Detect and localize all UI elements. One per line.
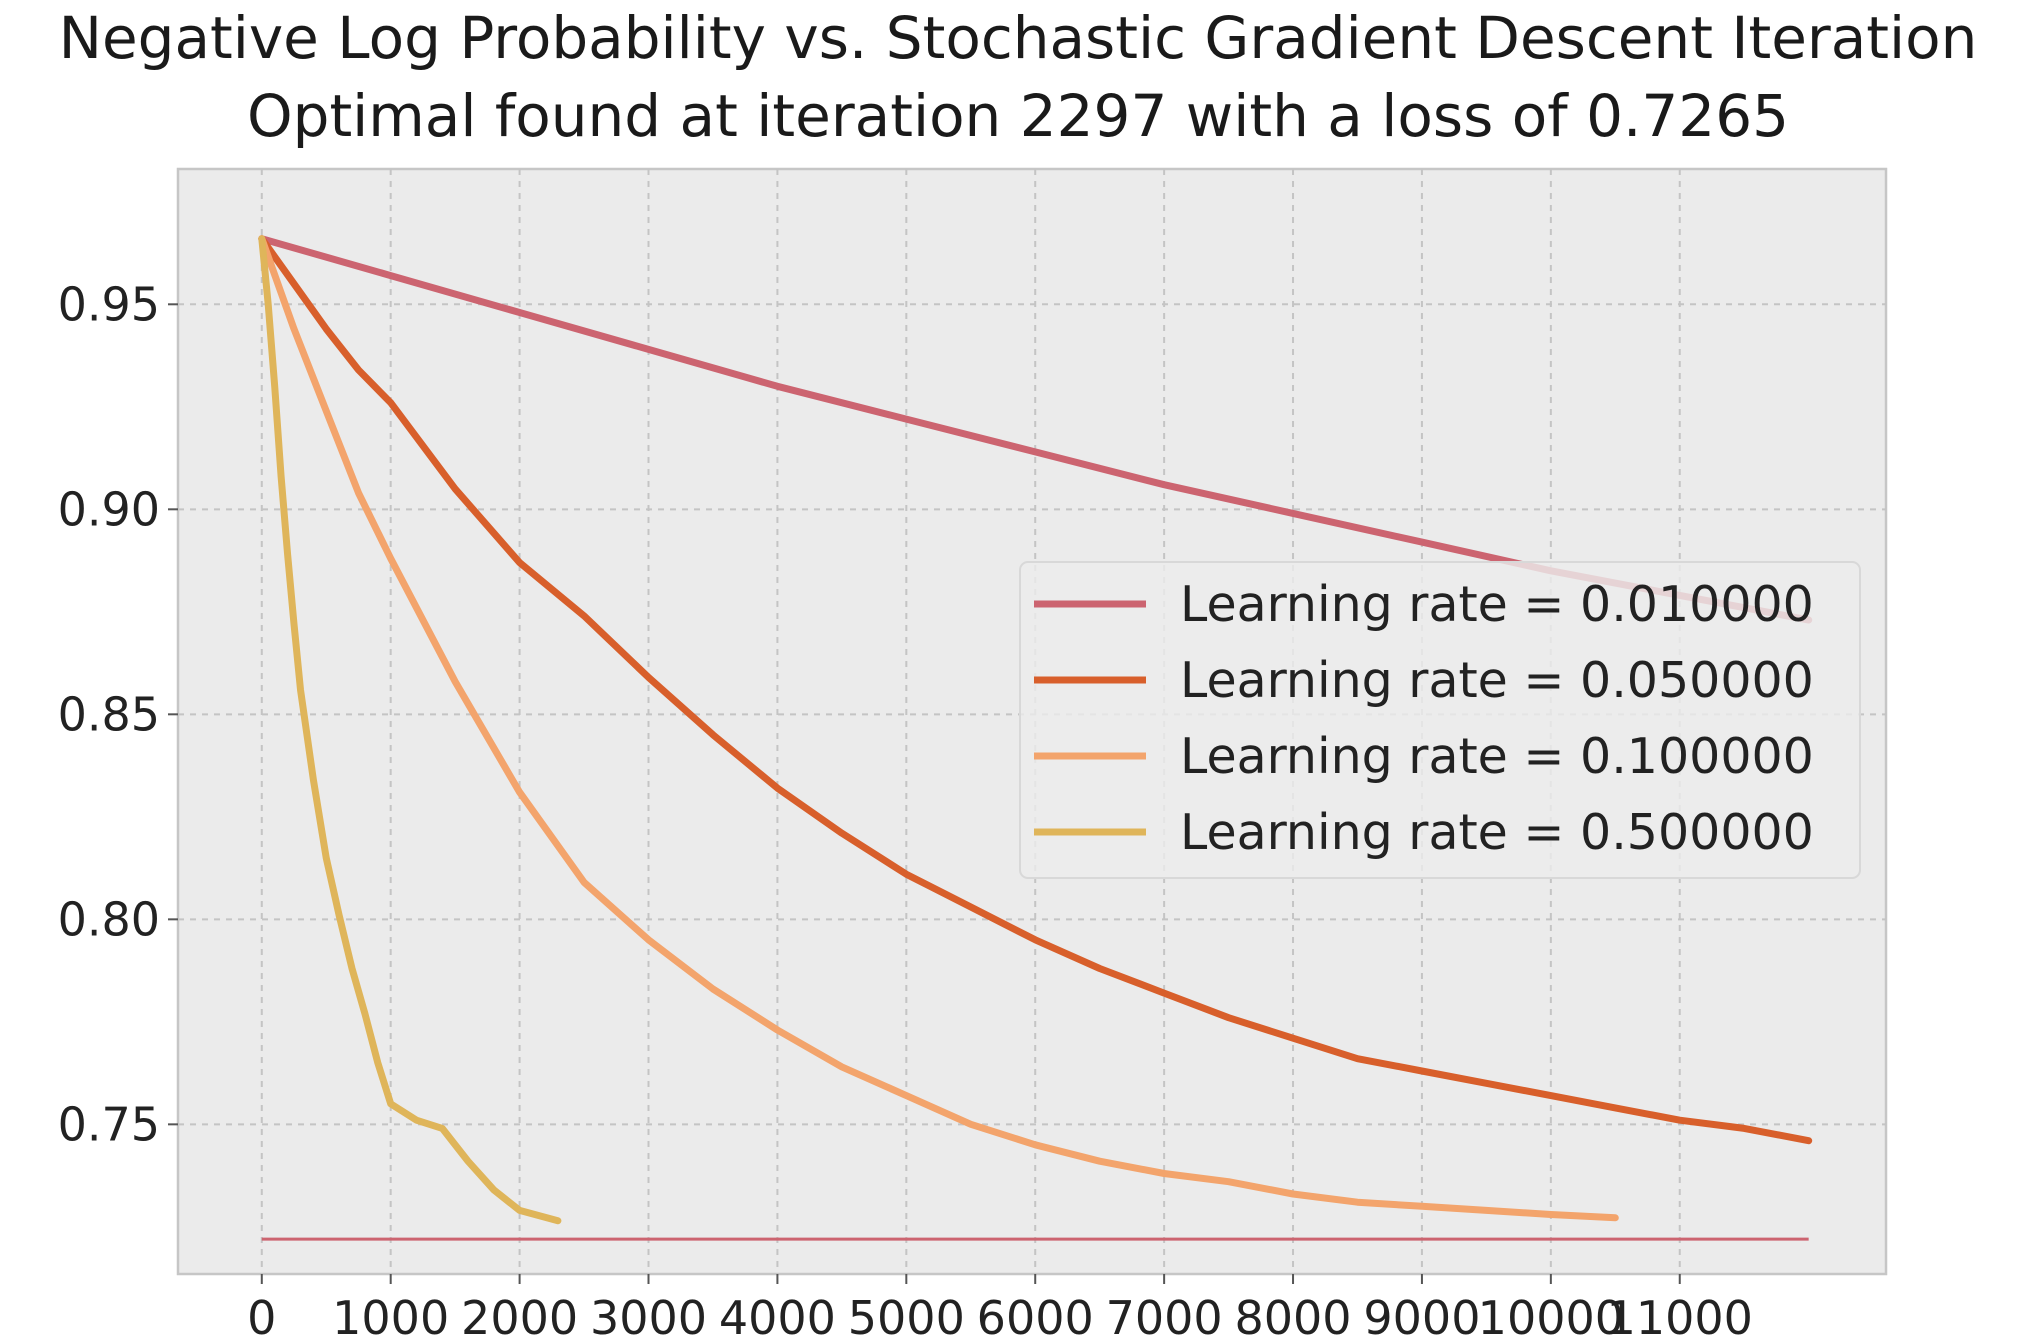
x-tick-label: 6000 [977,1291,1094,1338]
legend-label-1: Learning rate = 0.010000 [1180,576,1814,633]
series-line-2 [258,235,1813,1145]
x-tick-label: 9000 [1363,1291,1480,1338]
legend-label-3: Learning rate = 0.100000 [1180,728,1814,785]
y-tick-label: 0.90 [58,482,160,536]
x-tick-label: 11000 [1607,1291,1753,1338]
legend-label-2: Learning rate = 0.050000 [1180,652,1814,709]
x-tick-label: 7000 [1106,1291,1223,1338]
x-tick-label: 0 [247,1291,276,1338]
x-tick-label: 2000 [461,1291,578,1338]
y-tick-label: 0.85 [58,687,160,741]
y-tick-label: 0.80 [58,892,160,946]
y-tick-label: 0.95 [58,277,160,331]
x-tick-label: 10000 [1478,1291,1624,1338]
legend-label-4: Learning rate = 0.500000 [1180,804,1814,861]
chart-title: Negative Log Probability vs. Stochastic … [59,4,1978,72]
x-tick-label: 5000 [848,1291,965,1338]
x-tick-label: 4000 [719,1291,836,1338]
chart-subtitle: Optimal found at iteration 2297 with a l… [247,82,1789,150]
series-line-4 [258,235,562,1225]
y-tick-label: 0.75 [58,1097,160,1151]
legend-box [1019,561,1861,879]
series-line-3 [258,235,1619,1222]
x-tick-label: 3000 [590,1291,707,1338]
x-tick-label: 8000 [1234,1291,1351,1338]
legend: Learning rate = 0.010000 Learning rate = … [1019,561,1861,879]
x-tick-label: 1000 [332,1291,449,1338]
